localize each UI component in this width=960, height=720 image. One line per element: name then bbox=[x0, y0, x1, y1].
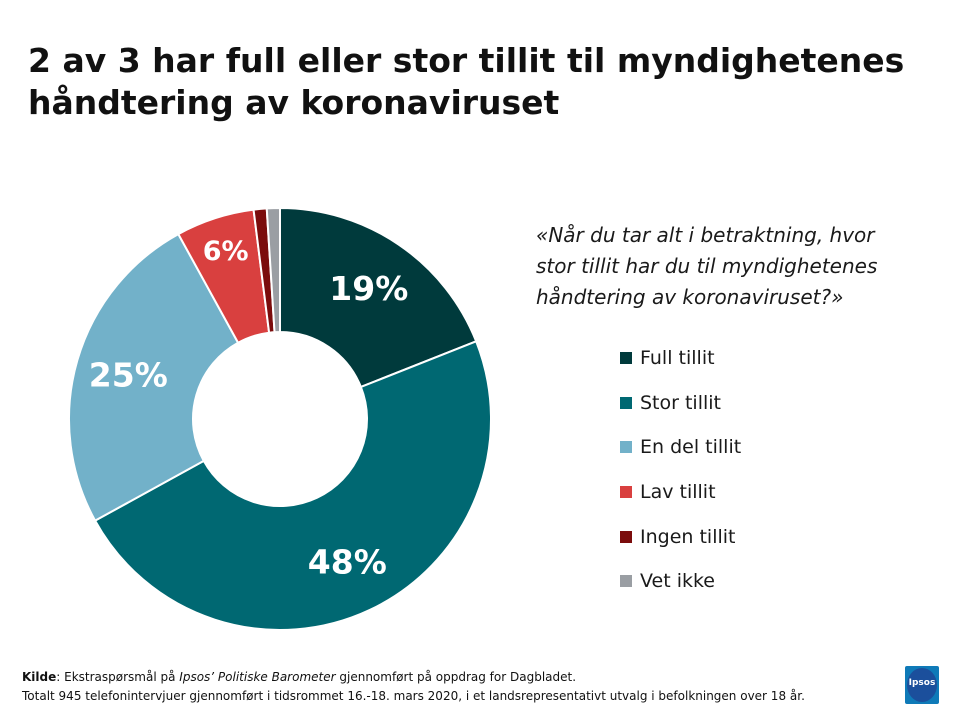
legend-item-stor-tillit: Stor tillit bbox=[620, 381, 741, 426]
legend-label-full-tillit: Full tillit bbox=[640, 347, 715, 370]
legend-item-lav-tillit: Lav tillit bbox=[620, 470, 741, 515]
legend-swatch-ingen-tillit bbox=[620, 530, 632, 543]
donut-slice-vet-ikke bbox=[265, 206, 281, 334]
chart-title: 2 av 3 har full eller stor tillit til my… bbox=[28, 40, 928, 124]
legend-swatch-stor-tillit bbox=[620, 396, 632, 409]
donut-slice-full-tillit bbox=[279, 206, 478, 389]
survey-question-line-1: «Når du tar alt i betraktning, hvor bbox=[536, 223, 875, 247]
legend-item-full-tillit: Full tillit bbox=[620, 336, 741, 381]
legend-item-ingen-tillit: Ingen tillit bbox=[620, 514, 741, 559]
legend-label-vet-ikke: Vet ikke bbox=[640, 570, 715, 593]
legend-item-vet-ikke: Vet ikke bbox=[620, 559, 741, 604]
legend-swatch-en-del-tillit bbox=[620, 441, 632, 454]
data-label-stor-tillit: 48% bbox=[308, 542, 387, 581]
ipsos-logo-circle bbox=[907, 668, 937, 702]
footer-source-label: Kilde bbox=[22, 670, 57, 684]
data-label-en-del-tillit: 25% bbox=[89, 355, 168, 394]
survey-question-line-3: håndtering av koronaviruset?» bbox=[536, 285, 844, 309]
footer-note: Kilde: Ekstraspørsmål på Ipsos’ Politisk… bbox=[22, 668, 805, 706]
legend-label-ingen-tillit: Ingen tillit bbox=[640, 525, 736, 548]
donut-slice-stor-tillit bbox=[93, 340, 492, 631]
footer-source-pre: : Ekstraspørsmål på bbox=[56, 670, 180, 684]
donut-slice-en-del-tillit bbox=[68, 232, 240, 523]
survey-question-line-2: stor tillit har du til myndighetenes bbox=[536, 254, 878, 278]
legend-label-stor-tillit: Stor tillit bbox=[640, 391, 722, 414]
chart-title-line-1: 2 av 3 har full eller stor tillit til my… bbox=[28, 41, 905, 80]
footer-source-italic: Ipsos’ Politiske Barometer bbox=[179, 670, 336, 684]
data-label-lav-tillit: 6% bbox=[203, 236, 249, 267]
chart-title-line-2: håndtering av koronaviruset bbox=[28, 83, 560, 122]
legend-label-lav-tillit: Lav tillit bbox=[640, 481, 716, 504]
footer-source-line: Kilde: Ekstraspørsmål på Ipsos’ Politisk… bbox=[22, 668, 805, 687]
legend-item-en-del-tillit: En del tillit bbox=[620, 425, 741, 470]
legend-swatch-vet-ikke bbox=[620, 575, 632, 588]
footer-method-line: Totalt 945 telefonintervjuer gjennomført… bbox=[22, 689, 805, 703]
survey-question: «Når du tar alt i betraktning, hvor stor… bbox=[536, 220, 936, 313]
legend-swatch-full-tillit bbox=[620, 352, 632, 365]
data-label-full-tillit: 19% bbox=[329, 269, 408, 308]
footer-source-post: gjennomført på oppdrag for Dagbladet. bbox=[335, 670, 577, 684]
ipsos-logo: Ipsos bbox=[905, 666, 939, 704]
chart-legend: Full tillit Stor tillit En del tillit Lav t… bbox=[620, 336, 741, 604]
legend-label-en-del-tillit: En del tillit bbox=[640, 436, 742, 459]
legend-swatch-lav-tillit bbox=[620, 486, 632, 499]
donut-chart: 19% 48% 25% 6% bbox=[68, 206, 492, 631]
ipsos-logo-text: Ipsos bbox=[908, 678, 936, 688]
